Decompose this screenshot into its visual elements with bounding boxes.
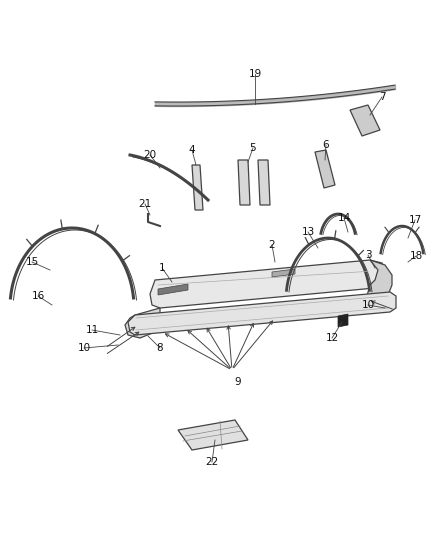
Text: 4: 4 <box>189 145 195 155</box>
Text: 5: 5 <box>250 143 256 153</box>
Text: 6: 6 <box>323 140 329 150</box>
Polygon shape <box>315 150 335 188</box>
Text: 20: 20 <box>143 150 156 160</box>
Polygon shape <box>128 292 396 335</box>
Text: 18: 18 <box>410 251 423 261</box>
Text: 22: 22 <box>205 457 219 467</box>
Polygon shape <box>136 316 150 328</box>
Text: 19: 19 <box>248 69 261 79</box>
Polygon shape <box>238 160 250 205</box>
Polygon shape <box>125 308 160 338</box>
Text: 14: 14 <box>337 213 351 223</box>
Text: 8: 8 <box>157 343 163 353</box>
Text: 15: 15 <box>25 257 39 267</box>
Polygon shape <box>365 260 392 303</box>
Text: 10: 10 <box>361 300 374 310</box>
Text: 7: 7 <box>379 92 385 102</box>
Polygon shape <box>178 420 248 450</box>
Text: 21: 21 <box>138 199 152 209</box>
Text: 12: 12 <box>325 333 339 343</box>
Text: 13: 13 <box>301 227 314 237</box>
Polygon shape <box>350 105 380 136</box>
Text: 10: 10 <box>78 343 91 353</box>
Text: 16: 16 <box>32 291 45 301</box>
Polygon shape <box>272 269 295 277</box>
Polygon shape <box>192 165 203 210</box>
Text: 11: 11 <box>85 325 99 335</box>
Text: 2: 2 <box>268 240 276 250</box>
Text: 9: 9 <box>235 377 241 387</box>
Text: 1: 1 <box>159 263 165 273</box>
Polygon shape <box>150 260 385 308</box>
Polygon shape <box>258 160 270 205</box>
Polygon shape <box>158 284 188 295</box>
Text: 3: 3 <box>365 250 371 260</box>
Text: 17: 17 <box>408 215 422 225</box>
Polygon shape <box>338 314 348 327</box>
